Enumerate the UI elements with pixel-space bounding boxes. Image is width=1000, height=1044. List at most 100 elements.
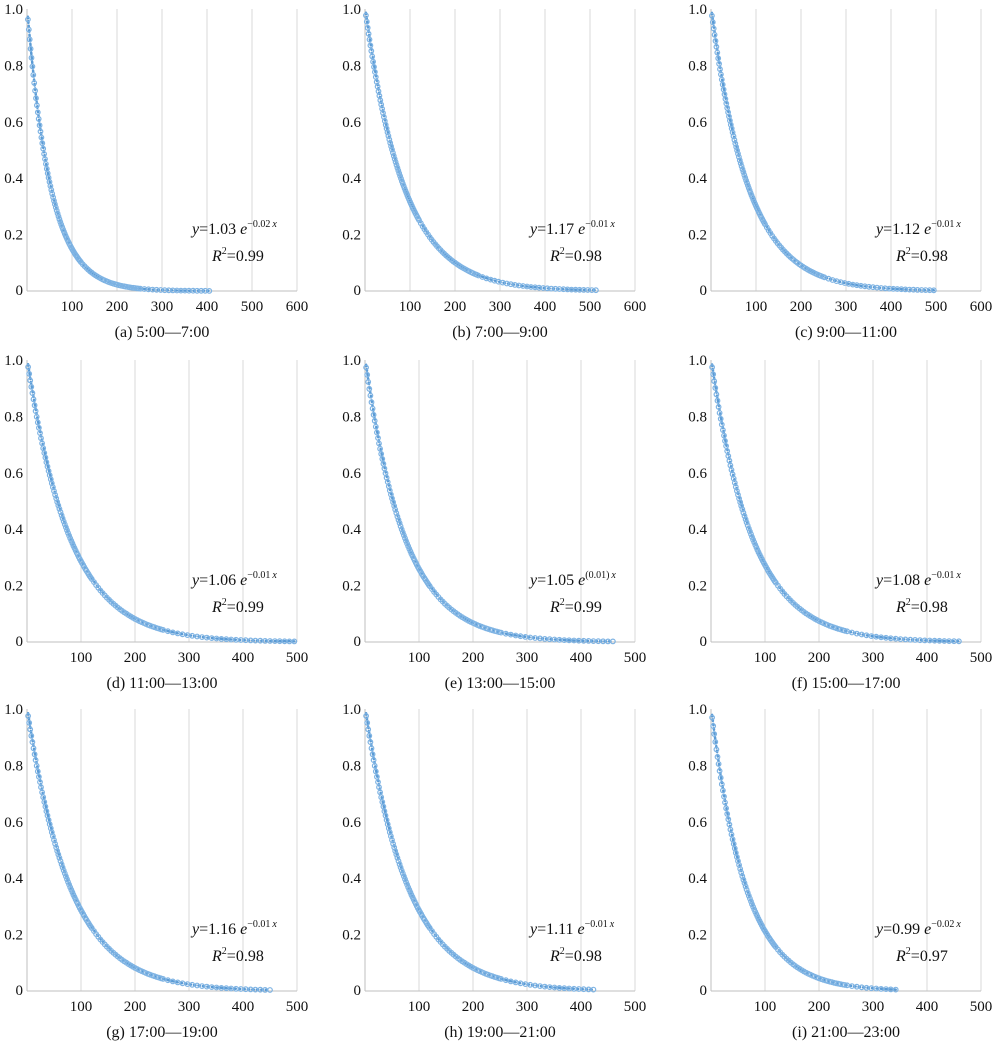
panel-caption: (f) 15:00—17:00 — [792, 675, 901, 692]
x-tick-label: 300 — [516, 999, 539, 1015]
data-point — [729, 129, 736, 136]
data-point — [370, 411, 377, 418]
y-tick-label: 0.8 — [342, 758, 361, 774]
data-point — [48, 186, 55, 193]
data-point — [377, 445, 384, 452]
data-point — [390, 149, 396, 156]
data-point — [372, 768, 379, 775]
data-point — [57, 858, 64, 864]
data-point — [733, 144, 740, 150]
data-point — [52, 204, 59, 211]
data-point — [735, 150, 741, 157]
fit-equation: y=1.17 e−0.01 x — [528, 219, 615, 238]
x-tick-label: 400 — [880, 299, 903, 315]
fit-equation: y=0.99 e−0.02 x — [874, 919, 961, 938]
data-point — [383, 125, 390, 132]
data-point — [368, 399, 375, 406]
x-tick-label: 600 — [624, 299, 647, 315]
data-point — [368, 48, 375, 54]
data-point — [371, 63, 377, 70]
data-point — [709, 714, 715, 721]
data-point — [29, 390, 36, 397]
data-point — [363, 364, 370, 371]
data-point — [53, 495, 60, 502]
panel-caption: (g) 17:00—19:00 — [106, 1024, 218, 1041]
data-point — [389, 837, 395, 843]
data-point — [370, 58, 377, 65]
fit-equation: y=1.12 e−0.01 x — [874, 219, 961, 238]
data-point — [401, 532, 407, 539]
data-point — [395, 517, 402, 523]
y-tick-label: 0.6 — [342, 815, 361, 831]
data-point — [401, 873, 407, 880]
x-tick-label: 100 — [70, 999, 93, 1015]
data-point — [394, 164, 401, 171]
data-point — [731, 136, 738, 143]
y-tick-label: 0.6 — [342, 115, 361, 131]
y-tick-label: 0.2 — [688, 579, 707, 595]
x-tick-label: 300 — [516, 650, 539, 666]
data-point — [395, 167, 402, 174]
data-point — [709, 364, 715, 371]
data-point — [394, 854, 401, 861]
data-point — [367, 392, 374, 399]
y-tick-label: 1.0 — [342, 702, 361, 718]
data-point — [711, 31, 718, 38]
x-tick-label: 300 — [862, 650, 885, 666]
data-point — [399, 870, 406, 877]
data-point — [744, 889, 751, 896]
data-point — [39, 140, 46, 147]
x-tick-label: 100 — [745, 299, 768, 315]
data-point — [371, 417, 378, 424]
fit-equation: y=1.06 e−0.01 x — [190, 570, 277, 589]
data-point — [36, 773, 42, 780]
y-tick-label: 0.8 — [688, 409, 707, 425]
data-point — [198, 287, 205, 294]
panel-b: 0 0.2 0.4 0.6 0.8 1.0 100 200 300 400 500 600 y=1.17… — [342, 2, 646, 341]
data-point — [63, 524, 69, 531]
y-tick-label: 0 — [700, 983, 708, 999]
data-point — [398, 175, 404, 182]
panel-d: 0 0.2 0.4 0.6 0.8 1.0 100 200 300 400 500 y=1.06 e−0… — [4, 353, 308, 692]
data-point — [31, 79, 38, 86]
data-point — [716, 768, 723, 774]
x-tick-label: 500 — [286, 999, 309, 1015]
data-point — [386, 136, 393, 143]
y-tick-label: 0.4 — [688, 171, 707, 187]
x-tick-label: 100 — [754, 999, 777, 1015]
panel-g: 0 0.2 0.4 0.6 0.8 1.0 100 200 300 400 500 y=1.16 e−0… — [4, 702, 308, 1041]
x-tick-label: 300 — [862, 999, 885, 1015]
data-point — [34, 109, 41, 116]
data-point — [371, 762, 378, 769]
data-point — [36, 122, 43, 129]
y-tick-label: 0 — [16, 634, 24, 650]
data-point — [384, 129, 391, 136]
data-point — [722, 438, 728, 444]
data-point — [739, 506, 746, 513]
y-tick-label: 1.0 — [4, 2, 23, 18]
data-point — [712, 38, 719, 44]
data-point — [52, 840, 58, 847]
data-point — [53, 844, 60, 851]
data-point — [742, 883, 749, 890]
y-tick-label: 0 — [16, 283, 24, 299]
data-point — [38, 134, 45, 141]
x-tick-label: 400 — [196, 299, 219, 315]
data-point — [748, 898, 754, 905]
panel-caption: (d) 11:00—13:00 — [107, 675, 218, 692]
data-point — [177, 287, 184, 294]
data-point — [28, 383, 35, 390]
data-point — [736, 154, 742, 160]
panel-caption: (e) 13:00—15:00 — [445, 675, 556, 692]
data-point — [394, 513, 401, 520]
data-point — [37, 430, 43, 437]
data-point — [396, 520, 403, 526]
data-point — [743, 886, 750, 893]
x-tick-label: 500 — [970, 650, 993, 666]
x-tick-label: 400 — [916, 650, 939, 666]
y-tick-label: 0.6 — [688, 115, 707, 131]
data-point — [741, 172, 748, 178]
x-tick-label: 400 — [570, 999, 593, 1015]
y-tick-label: 0.4 — [342, 871, 361, 887]
